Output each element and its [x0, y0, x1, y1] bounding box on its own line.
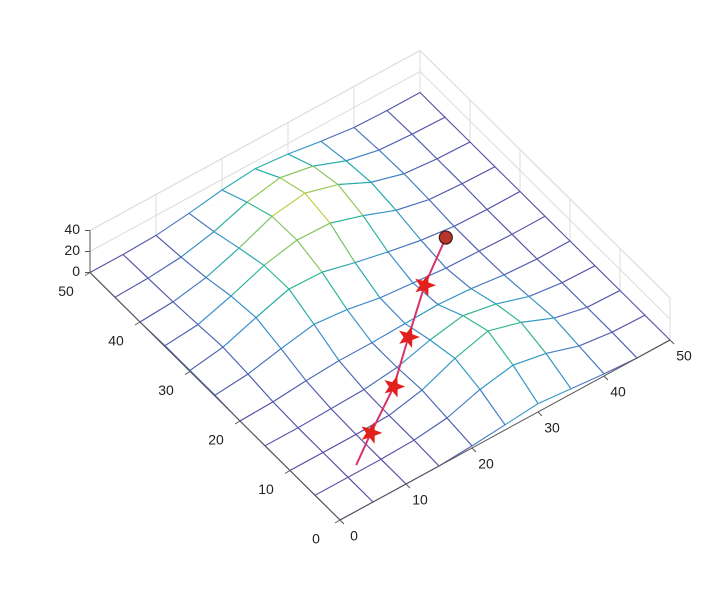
x-tick-label: 40 [610, 384, 626, 400]
y-tick [184, 371, 191, 375]
x-tick [669, 339, 675, 345]
x-tick-label: 30 [544, 420, 560, 436]
y-axis [89, 272, 341, 521]
y-tick-label: 10 [258, 481, 274, 497]
y-tick-label: 50 [58, 283, 74, 299]
x-tick-label: 0 [350, 528, 358, 544]
y-tick [284, 470, 291, 474]
y-tick [234, 420, 241, 425]
x-tick-label: 10 [412, 492, 428, 508]
x-tick-label: 50 [676, 348, 692, 364]
x-tick [603, 375, 609, 381]
path-marker [361, 422, 383, 444]
grid-line [89, 49, 671, 299]
x-tick [537, 411, 543, 417]
y-tick [134, 321, 141, 326]
y-tick-label: 30 [158, 382, 174, 398]
y-tick-label: 20 [208, 432, 224, 448]
x-tick [405, 483, 411, 489]
x-tick [471, 447, 477, 453]
x-axis [339, 339, 671, 521]
grid-line [89, 70, 671, 320]
z-tick-label: 20 [64, 242, 80, 258]
y-tick-label: 40 [108, 333, 124, 349]
x-tick [339, 519, 345, 525]
path-end-marker [438, 230, 453, 245]
path-marker [384, 375, 406, 398]
z-tick-label: 0 [72, 263, 80, 279]
path-marker [415, 274, 437, 297]
z-tick-label: 40 [64, 221, 80, 237]
path-marker [399, 326, 420, 348]
y-tick [334, 519, 341, 524]
x-tick-label: 20 [478, 456, 494, 472]
y-tick-label: 0 [312, 531, 320, 547]
